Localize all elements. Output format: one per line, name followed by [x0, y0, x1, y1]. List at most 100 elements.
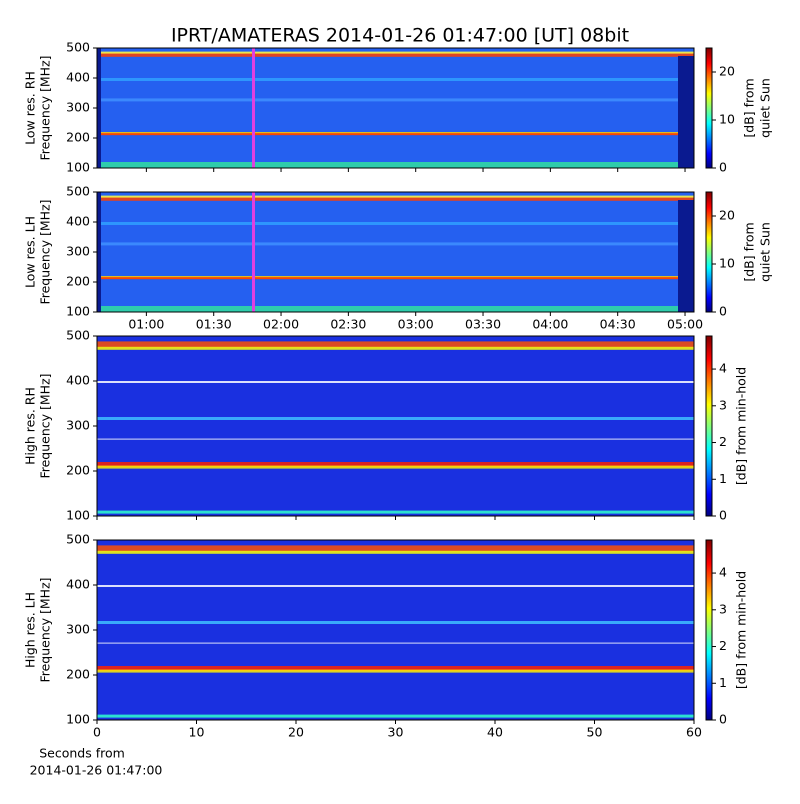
y-tick-label: 200 — [66, 274, 90, 289]
colorbar — [705, 539, 713, 721]
colorbar-label: quiet Sun — [758, 78, 773, 138]
spectral-band — [97, 669, 694, 673]
y-tick-label: 500 — [66, 40, 90, 55]
spectral-band — [97, 306, 694, 312]
y-axis-label: Low res. LH — [23, 216, 38, 288]
marker-line — [252, 192, 255, 312]
spectral-band — [97, 465, 694, 469]
spectrogram — [97, 540, 694, 720]
colorbar-tick-label: 0 — [719, 508, 727, 523]
y-tick-label: 300 — [66, 100, 90, 115]
x-tick-label: 02:00 — [263, 317, 299, 332]
colorbar-tick-label: 3 — [719, 397, 727, 412]
colorbar-tick-label: 20 — [719, 64, 735, 79]
spectral-band — [97, 195, 694, 198]
spectral-band — [97, 621, 694, 624]
spectral-band — [97, 78, 694, 81]
y-tick-label: 200 — [66, 667, 90, 682]
colorbar-tick-label: 10 — [719, 256, 735, 271]
colorbar-tick-label: 20 — [719, 208, 735, 223]
spectral-band — [97, 162, 694, 168]
x-tick-label: 20 — [288, 725, 304, 740]
spectral-band — [97, 52, 694, 57]
x-tick-label: 05:00 — [667, 317, 703, 332]
colorbar-tick-label: 2 — [719, 638, 727, 653]
colorbar-label: [dB] from min-hold — [734, 367, 749, 485]
colorbar-label: [dB] from min-hold — [734, 571, 749, 689]
x-tick-label: 40 — [487, 725, 503, 740]
spectrogram — [97, 192, 694, 312]
spectral-band — [97, 510, 694, 514]
spectral-band — [97, 346, 694, 350]
x-tick-label: 10 — [189, 725, 205, 740]
x-tick-label: 01:00 — [128, 317, 164, 332]
y-tick-label: 500 — [66, 328, 90, 343]
y-tick-label: 400 — [66, 214, 90, 229]
spectral-band — [97, 98, 694, 102]
edge-strip — [97, 48, 101, 168]
spectrogram — [97, 336, 694, 516]
y-axis-label: Frequency [MHz] — [38, 199, 53, 304]
spectral-band — [97, 133, 694, 136]
y-axis-label: Frequency [MHz] — [38, 577, 53, 682]
colorbar-tick-label: 4 — [719, 361, 727, 376]
y-tick-label: 400 — [66, 70, 90, 85]
y-tick-label: 300 — [66, 244, 90, 259]
edge-strip — [678, 56, 694, 168]
colorbar-label: quiet Sun — [758, 222, 773, 282]
spectral-band — [97, 545, 694, 552]
spectral-band — [97, 381, 694, 383]
colorbar-tick-label: 0 — [719, 304, 727, 319]
x-axis-label: 2014-01-26 01:47:00 — [30, 763, 163, 778]
x-tick-label: 02:30 — [330, 317, 366, 332]
spectral-band — [97, 642, 694, 644]
colorbar-tick-label: 0 — [719, 160, 727, 175]
y-tick-label: 300 — [66, 418, 90, 433]
x-tick-label: 03:00 — [398, 317, 434, 332]
x-tick-label: 01:30 — [196, 317, 232, 332]
edge-strip — [678, 200, 694, 312]
spectral-band — [97, 277, 694, 280]
y-axis-label: Low res. RH — [23, 71, 38, 145]
y-tick-label: 400 — [66, 577, 90, 592]
colorbar-tick-label: 2 — [719, 434, 727, 449]
colorbar — [705, 191, 713, 313]
y-tick-label: 500 — [66, 184, 90, 199]
spectral-band — [97, 585, 694, 587]
spectral-band — [97, 51, 694, 54]
x-tick-label: 04:00 — [532, 317, 568, 332]
y-tick-label: 200 — [66, 463, 90, 478]
spectrogram — [97, 48, 694, 168]
spectral-band — [97, 242, 694, 246]
x-tick-label: 50 — [587, 725, 603, 740]
edge-strip — [97, 192, 101, 312]
y-tick-label: 100 — [66, 508, 90, 523]
y-tick-label: 100 — [66, 304, 90, 319]
spectral-band — [97, 417, 694, 420]
colorbar-tick-label: 10 — [719, 112, 735, 127]
marker-line — [252, 48, 255, 168]
x-tick-label: 04:30 — [600, 317, 636, 332]
colorbar — [705, 335, 713, 517]
spectral-band — [97, 196, 694, 201]
colorbar-label: [dB] from — [742, 222, 757, 281]
y-axis-label: Frequency [MHz] — [38, 373, 53, 478]
y-axis-label: High res. LH — [23, 592, 38, 668]
y-tick-label: 100 — [66, 160, 90, 175]
colorbar-tick-label: 1 — [719, 675, 727, 690]
x-tick-label: 03:30 — [465, 317, 501, 332]
y-axis-label: Frequency [MHz] — [38, 55, 53, 160]
y-tick-label: 300 — [66, 622, 90, 637]
y-tick-label: 500 — [66, 532, 90, 547]
y-axis-label: High res. RH — [23, 387, 38, 465]
colorbar — [705, 47, 713, 169]
x-tick-label: 0 — [93, 725, 101, 740]
x-tick-label: 60 — [686, 725, 702, 740]
x-axis-label: Seconds from — [39, 746, 125, 761]
spectral-band — [97, 222, 694, 225]
figure-title: IPRT/AMATERAS 2014-01-26 01:47:00 [UT] 0… — [171, 25, 629, 47]
colorbar-tick-label: 0 — [719, 712, 727, 727]
spectral-band — [97, 341, 694, 348]
spectral-band — [97, 714, 694, 718]
spectral-band — [97, 462, 694, 467]
